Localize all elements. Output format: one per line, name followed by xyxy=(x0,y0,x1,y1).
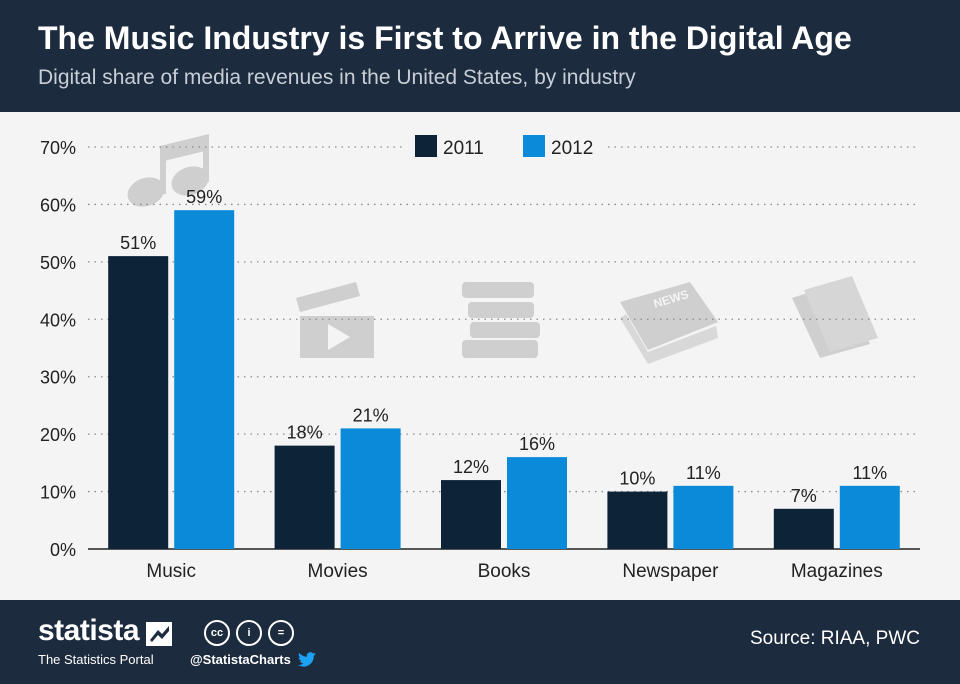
creative-commons-icon: cc xyxy=(204,620,230,646)
legend-swatch-2011 xyxy=(415,135,437,157)
source-note: Source: RIAA, PWC xyxy=(750,628,920,649)
legend-label-2011: 2011 xyxy=(443,138,484,159)
legend-swatch-2012 xyxy=(523,135,545,157)
value-label: 59% xyxy=(186,187,222,207)
newspaper-icon: NEWS xyxy=(620,282,718,364)
bar-chart: NEWS 0% 10% 20% 30% 40% 50% 60% 70% 51% 59% 18% 21… xyxy=(40,132,920,582)
twitter-icon[interactable] xyxy=(298,652,316,667)
page-subtitle: Digital share of media revenues in the U… xyxy=(38,66,636,89)
legend-label-2012: 2012 xyxy=(551,138,593,159)
value-label: 16% xyxy=(519,434,555,454)
header: The Music Industry is First to Arrive in… xyxy=(0,0,960,112)
bar-2011-movies xyxy=(274,445,335,549)
bar-2012-books xyxy=(507,457,567,549)
legend-background xyxy=(405,132,605,162)
statista-logo-icon xyxy=(146,622,172,646)
footer: statista The Statistics Portal cc i = @S… xyxy=(0,600,960,684)
x-tick-label: Magazines xyxy=(791,561,883,582)
statista-logo: statista xyxy=(38,614,140,647)
y-tick-label: 30% xyxy=(40,368,76,388)
twitter-handle[interactable]: @StatistaCharts xyxy=(190,652,291,667)
legend: 2011 2012 xyxy=(405,132,605,162)
books-icon xyxy=(462,282,540,358)
x-tick-label: Newspaper xyxy=(622,561,719,582)
bar-2012-movies xyxy=(340,428,401,549)
y-axis: 0% 10% 20% 30% 40% 50% 60% 70% xyxy=(40,138,76,560)
value-label: 18% xyxy=(287,423,323,443)
bar-2012-magazines xyxy=(839,485,900,549)
y-tick-label: 0% xyxy=(50,540,76,560)
value-label: 12% xyxy=(453,457,489,477)
attribution-icon: i xyxy=(236,620,262,646)
value-labels: 51% 59% 18% 21% 12% 16% 10% 11% 7% 11% xyxy=(120,187,887,506)
x-tick-label: Books xyxy=(478,561,531,582)
value-label: 21% xyxy=(353,405,389,425)
y-tick-label: 50% xyxy=(40,253,76,273)
x-tick-label: Movies xyxy=(308,561,368,582)
page-title: The Music Industry is First to Arrive in… xyxy=(38,20,852,56)
y-tick-label: 40% xyxy=(40,310,76,330)
bar-2011-music xyxy=(108,256,169,549)
statista-tagline: The Statistics Portal xyxy=(38,652,154,667)
y-tick-label: 60% xyxy=(40,195,76,215)
value-label: 51% xyxy=(120,233,156,253)
value-label: 11% xyxy=(852,463,887,483)
bar-2012-newspaper xyxy=(673,485,734,549)
bar-2012-music xyxy=(174,210,235,549)
bar-2011-books xyxy=(441,480,501,549)
y-tick-label: 10% xyxy=(40,483,76,503)
value-label: 11% xyxy=(686,463,721,483)
value-label: 10% xyxy=(619,469,655,489)
bar-2011-magazines xyxy=(773,508,834,549)
x-axis: Music Movies Books Newspaper Magazines xyxy=(146,561,882,582)
bar-2011-newspaper xyxy=(607,491,668,549)
license-icons: cc i = xyxy=(204,620,294,646)
no-derivatives-icon: = xyxy=(268,620,294,646)
film-clapper-icon xyxy=(296,282,374,358)
magazines-icon xyxy=(792,276,878,358)
y-tick-label: 20% xyxy=(40,425,76,445)
y-tick-label: 70% xyxy=(40,138,76,158)
value-label: 7% xyxy=(791,486,817,506)
chart-icons: NEWS xyxy=(127,134,878,364)
x-tick-label: Music xyxy=(146,561,196,582)
music-note-icon xyxy=(127,134,209,207)
bars xyxy=(108,210,900,549)
chart-area: NEWS 0% 10% 20% 30% 40% 50% 60% 70% 51% 59% 18% 21… xyxy=(0,112,960,600)
